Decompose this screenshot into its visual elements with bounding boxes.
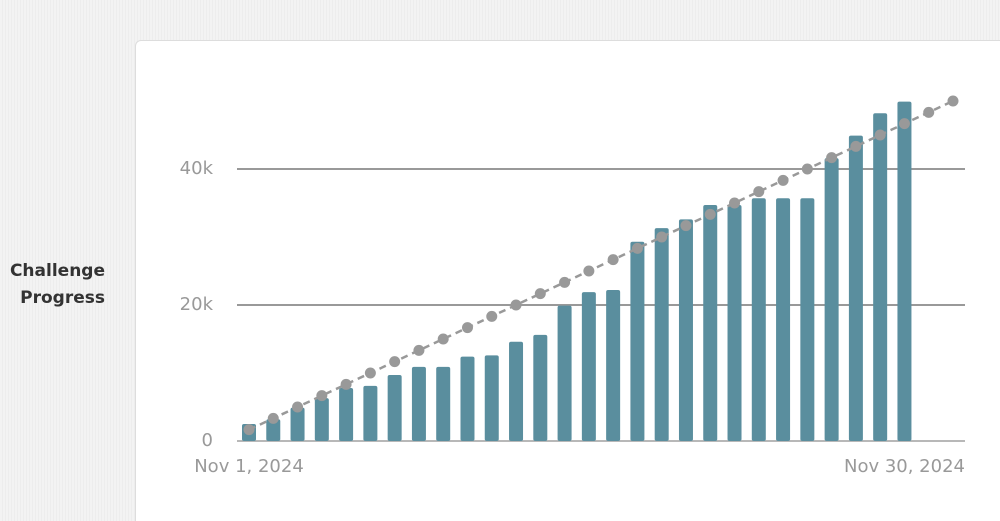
bar [411,366,426,441]
target-point [413,344,425,356]
target-point [947,95,959,107]
target-point [631,242,643,254]
target-point [607,254,619,266]
target-point [316,390,328,402]
target-point [874,129,886,141]
target-point [583,265,595,277]
target-point [267,412,279,424]
y-tick-label: 20k [180,294,214,315]
bar [751,198,766,441]
target-point [243,424,255,436]
target-point [680,220,692,232]
bar [824,158,839,441]
target-point [389,356,401,368]
bar [363,385,378,441]
x-tick-label: Nov 30, 2024 [844,456,965,477]
target-point [559,276,571,288]
bar [436,366,451,441]
bar [848,135,863,441]
target-point [292,401,304,413]
y-tick-label: 0 [202,430,213,451]
bar [581,292,596,441]
target-point [898,118,910,130]
bar [266,419,281,441]
bar [557,305,572,441]
target-point [777,174,789,186]
bar [290,407,305,441]
bar [727,205,742,441]
target-point [704,208,716,220]
target-point [801,163,813,175]
target-point [826,152,838,164]
target-point [510,299,522,311]
y-tick-label: 40k [180,158,214,179]
target-point [486,310,498,322]
chart-label: Challenge Progress [9,261,105,308]
target-point [850,140,862,152]
target-point [461,322,473,334]
bar [460,356,475,441]
bar [484,355,499,441]
target-point [340,378,352,390]
bar [630,241,645,441]
bar [606,290,621,441]
target-point [753,186,765,198]
target-point [534,288,546,300]
bar [776,198,791,441]
bar [533,334,548,441]
bar [897,101,912,442]
bar [703,205,718,441]
target-point [437,333,449,345]
target-point [656,231,668,243]
bar [387,375,402,441]
target-point [364,367,376,379]
bar [339,387,354,441]
bar [800,198,815,441]
bar [873,113,888,442]
bar [678,219,693,441]
x-tick-label: Nov 1, 2024 [194,456,304,477]
bar [314,398,329,441]
bar [509,341,524,441]
bar [654,228,669,441]
target-line [248,99,954,431]
target-point [923,106,935,118]
target-point [729,197,741,209]
